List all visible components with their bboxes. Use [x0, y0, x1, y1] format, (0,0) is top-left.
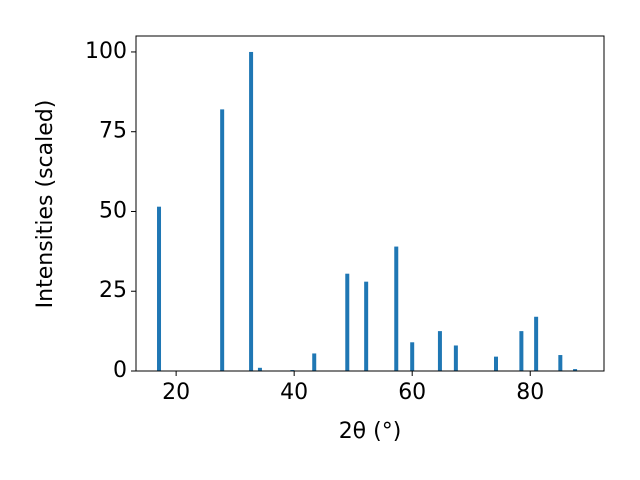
bar	[519, 331, 524, 371]
bar	[394, 246, 399, 371]
x-tick-label: 60	[398, 380, 426, 405]
x-tick-label: 20	[162, 380, 190, 405]
bar	[249, 51, 254, 371]
y-tick-label: 0	[113, 358, 127, 383]
bar	[364, 281, 369, 371]
bar	[312, 353, 317, 371]
y-tick-label: 100	[85, 39, 127, 64]
bar	[345, 273, 350, 371]
bar	[437, 331, 442, 371]
bar	[558, 355, 563, 371]
y-tick-label: 25	[99, 278, 127, 303]
y-axis-label: Intensities (scaled)	[33, 100, 58, 309]
y-tick-label: 50	[99, 198, 127, 223]
bar	[257, 367, 262, 371]
bar	[494, 356, 498, 371]
bar	[534, 316, 539, 371]
bar	[157, 206, 162, 371]
bar	[220, 109, 225, 371]
x-tick-label: 40	[280, 380, 308, 405]
bar	[453, 345, 458, 371]
bar	[573, 369, 578, 371]
bar	[410, 342, 415, 371]
plot-frame	[135, 35, 605, 372]
x-axis-label: 2θ (°)	[339, 419, 402, 444]
y-tick-label: 75	[99, 119, 127, 144]
x-tick-label: 80	[516, 380, 544, 405]
